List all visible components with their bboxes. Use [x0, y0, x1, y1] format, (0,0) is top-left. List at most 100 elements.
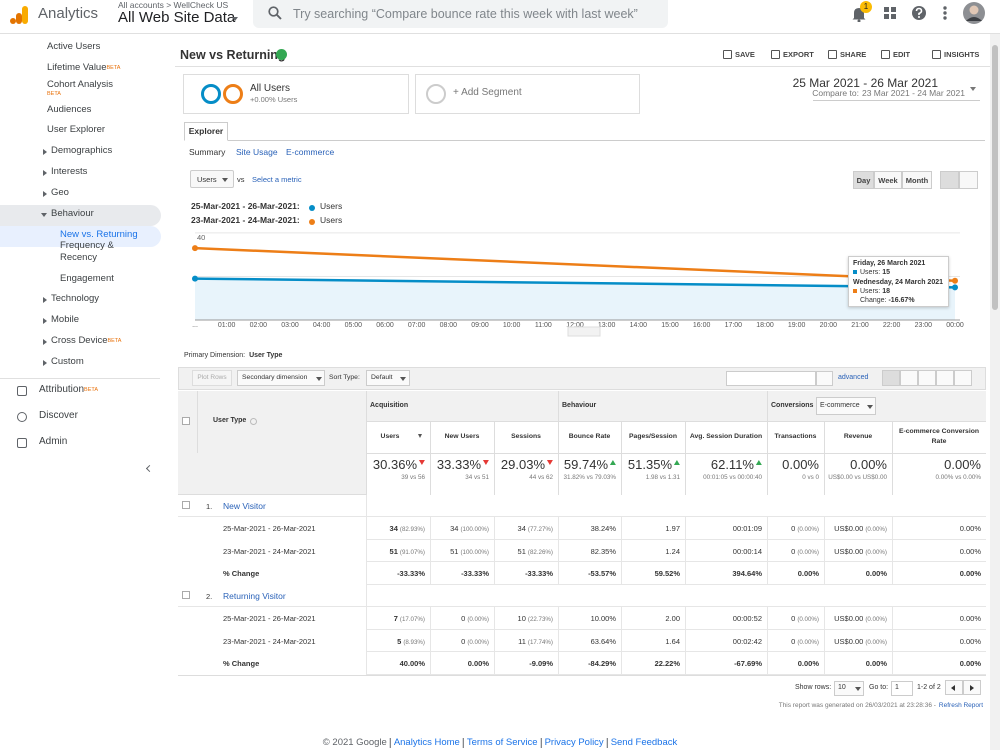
granularity-button[interactable] [874, 171, 902, 189]
view-button[interactable] [900, 370, 918, 386]
x-tick-label: 06:00 [376, 322, 394, 329]
checkbox[interactable] [182, 501, 190, 509]
date-range[interactable]: 25 Mar 2021 - 26 Mar 2021 [792, 76, 938, 90]
cell-value: US$0.00 [834, 636, 864, 646]
nav-item[interactable]: Engagement [60, 273, 114, 285]
x-tick-label: 10:00 [503, 322, 521, 329]
action-button[interactable]: EXPORT [783, 50, 814, 59]
breadcrumb[interactable]: All accounts > WellCheck US [118, 0, 229, 10]
nav-item[interactable]: Demographics [51, 145, 112, 157]
footer-link[interactable]: Privacy Policy [540, 738, 607, 748]
add-segment-card[interactable] [415, 74, 640, 114]
granularity-button[interactable] [853, 171, 874, 189]
footer-link[interactable]: Terms of Service [462, 738, 541, 748]
total-value: 62.11% [711, 457, 762, 472]
divider [175, 66, 990, 67]
caret [400, 377, 406, 381]
nav-item[interactable]: New vs. Returning [60, 229, 138, 241]
point [952, 277, 958, 284]
checkbox[interactable] [182, 417, 190, 425]
nav-item[interactable]: Behaviour [51, 208, 94, 220]
footer-link[interactable]: Analytics Home [389, 738, 463, 748]
nav-item[interactable]: Admin [39, 436, 67, 448]
conversion-select[interactable] [816, 397, 876, 415]
select-metric[interactable]: Select a metric [252, 175, 302, 184]
nav-item[interactable]: Lifetime ValueBETA [47, 62, 120, 74]
cell: US$0.00 (0.00%) [834, 547, 887, 556]
nav-item[interactable]: AttributionBETA [39, 384, 98, 396]
avatar[interactable] [962, 1, 986, 25]
secondary-select[interactable] [237, 370, 325, 386]
tab-label[interactable]: Explorer [188, 126, 224, 136]
nav-item[interactable]: User Explorer [47, 124, 105, 136]
action-button[interactable]: EDIT [893, 50, 911, 59]
help-icon[interactable] [911, 5, 927, 21]
plot-rows-button[interactable] [192, 370, 232, 386]
column-header[interactable]: Sessions [498, 425, 554, 449]
nav-arrow [43, 339, 47, 345]
nav-item[interactable]: Cohort Analysis BETA [47, 79, 127, 97]
row-name[interactable]: Returning Visitor [223, 591, 286, 601]
granularity-button[interactable] [902, 171, 932, 189]
cell-divider [430, 652, 431, 675]
next-arrow [970, 685, 974, 691]
scrollbar-thumb[interactable] [992, 45, 998, 310]
action-button[interactable]: SAVE [735, 50, 755, 59]
collapse-button[interactable] [145, 464, 154, 473]
nav-item[interactable]: Active Users [47, 41, 100, 53]
view-button[interactable] [882, 370, 900, 386]
cell-divider [824, 562, 825, 585]
action-icon [723, 50, 732, 59]
nav-item[interactable]: Audiences [47, 104, 91, 116]
sort-select[interactable] [366, 370, 410, 386]
nav-item[interactable]: Custom [51, 356, 84, 368]
chart-type-button[interactable] [940, 171, 959, 189]
column-header[interactable]: Avg. Session Duration [689, 425, 763, 449]
total-value: 30.36% [373, 457, 425, 472]
apps-icon[interactable] [884, 7, 896, 19]
menu-icon[interactable] [942, 5, 948, 21]
col-divider [824, 421, 825, 495]
view-button[interactable] [918, 370, 936, 386]
property-selector[interactable]: All Web Site Data [118, 9, 236, 26]
table-search[interactable] [726, 371, 816, 386]
action-button[interactable]: INSIGHTS [944, 50, 980, 59]
column-header[interactable]: Users [362, 425, 418, 449]
column-header[interactable]: Revenue [828, 425, 888, 449]
column-header[interactable]: New Users [434, 425, 490, 449]
refresh-link[interactable]: Refresh Report [938, 702, 983, 709]
primary-label: Primary Dimension: [184, 352, 246, 359]
nav-item[interactable]: Cross DeviceBETA [51, 335, 121, 347]
cell-divider [558, 629, 559, 652]
chart-type-button[interactable] [959, 171, 978, 189]
column-header[interactable]: Transactions [771, 425, 820, 449]
checkbox[interactable] [182, 591, 190, 599]
tab[interactable] [184, 122, 228, 141]
beta-badge: BETA [106, 65, 121, 71]
nav-item[interactable]: Geo [51, 187, 69, 199]
nav-item[interactable]: Interests [51, 166, 87, 178]
page-input[interactable] [891, 681, 913, 696]
nav-item[interactable]: Mobile [51, 314, 79, 326]
row-name[interactable]: New Visitor [223, 501, 266, 511]
footer-link[interactable]: Send Feedback [606, 738, 681, 748]
column-header[interactable]: Pages/Session [625, 425, 681, 449]
row-index: 2. [206, 592, 213, 601]
column-header[interactable]: Bounce Rate [562, 425, 617, 449]
nav-item[interactable]: Technology [51, 293, 99, 305]
view-button[interactable] [936, 370, 954, 386]
action-button[interactable]: SHARE [840, 50, 867, 59]
subtab[interactable]: E-commerce [286, 147, 335, 157]
segment-card[interactable] [183, 74, 409, 114]
search-button[interactable] [816, 371, 833, 386]
rows-select[interactable] [834, 681, 864, 696]
subtab[interactable]: Site Usage [236, 147, 278, 157]
metric-select[interactable] [190, 170, 234, 188]
column-header[interactable]: E-commerce Conversion Rate [896, 425, 982, 449]
view-button[interactable] [954, 370, 972, 386]
subtab[interactable]: Summary [189, 147, 226, 157]
nav-item[interactable]: Discover [39, 410, 78, 422]
advanced-link[interactable]: advanced [838, 374, 869, 381]
y-tick-label: 40 [197, 233, 205, 242]
nav-item[interactable]: Frequency & Recency [60, 240, 140, 264]
